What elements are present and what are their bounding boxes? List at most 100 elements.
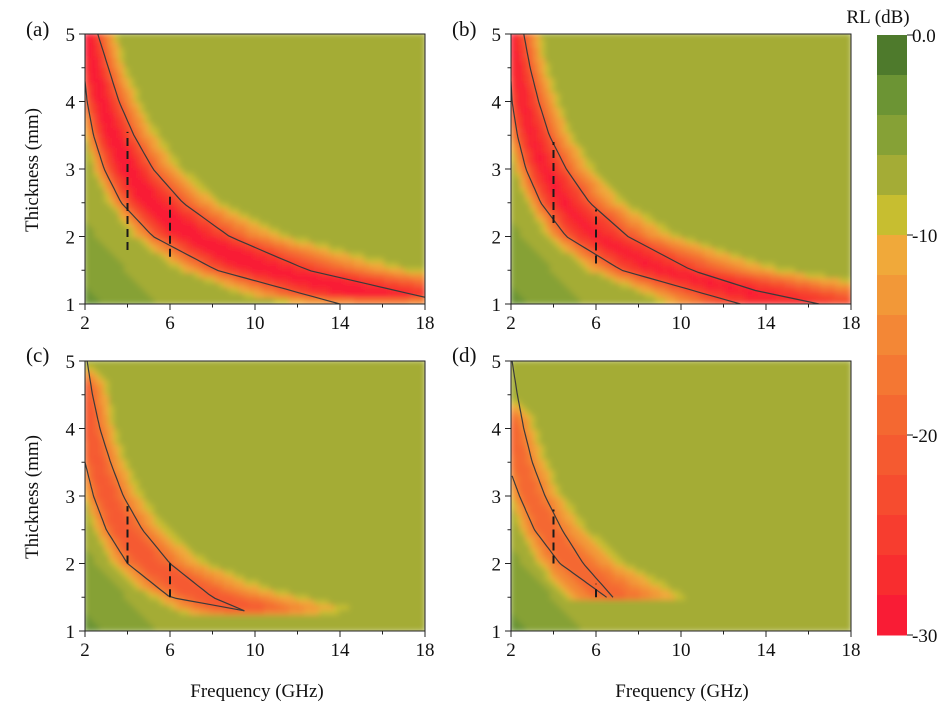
heatmap-cell	[219, 138, 226, 145]
heatmap-cell	[234, 108, 241, 115]
heatmap-cell	[419, 153, 425, 160]
heatmap-cell	[85, 88, 91, 95]
heatmap-cell	[229, 153, 236, 160]
heatmap-cell	[219, 83, 226, 90]
heatmap-cell	[134, 288, 141, 295]
heatmap-cell	[279, 173, 286, 180]
heatmap-cell	[234, 203, 241, 210]
heatmap-cell	[119, 238, 126, 245]
heatmap-cell	[94, 298, 101, 304]
heatmap-cell	[289, 208, 296, 215]
heatmap-cell	[85, 168, 91, 175]
heatmap-cell	[99, 108, 106, 115]
heatmap-cell	[259, 103, 266, 110]
heatmap-cell	[334, 213, 341, 220]
heatmap-cell	[354, 228, 361, 235]
heatmap-cell	[745, 58, 752, 65]
heatmap-cell	[570, 43, 577, 50]
heatmap-cell	[530, 73, 537, 80]
heatmap-cell	[164, 88, 171, 95]
heatmap-cell	[820, 118, 827, 125]
heatmap-cell	[525, 98, 532, 105]
heatmap-cell	[344, 213, 351, 220]
heatmap-cell	[790, 88, 797, 95]
heatmap-cell	[269, 128, 276, 135]
heatmap-cell	[169, 108, 176, 115]
heatmap-cell	[159, 213, 166, 220]
heatmap-cell	[244, 43, 251, 50]
heatmap-cell	[279, 198, 286, 205]
heatmap-cell	[214, 58, 221, 65]
heatmap-cell	[174, 58, 181, 65]
heatmap-cell	[94, 273, 101, 280]
heatmap-cell	[124, 258, 131, 265]
heatmap-cell	[760, 48, 767, 55]
heatmap-cell	[94, 238, 101, 245]
heatmap-cell	[304, 113, 311, 120]
heatmap-cell	[234, 243, 241, 250]
heatmap-cell	[384, 298, 391, 304]
heatmap-cell	[89, 283, 96, 290]
heatmap-cell	[655, 63, 662, 70]
heatmap-cell	[695, 103, 702, 110]
heatmap-cell	[234, 238, 241, 245]
heatmap-cell	[224, 248, 231, 255]
heatmap-cell	[94, 83, 101, 90]
heatmap-cell	[625, 108, 632, 115]
heatmap-cell	[149, 163, 156, 170]
heatmap-cell	[284, 233, 291, 240]
heatmap-cell	[324, 43, 331, 50]
heatmap-cell	[144, 288, 151, 295]
heatmap-cell	[309, 183, 316, 190]
heatmap-cell	[635, 118, 642, 125]
heatmap-cell	[164, 103, 171, 110]
heatmap-cell	[154, 78, 161, 85]
heatmap-cell	[189, 188, 196, 195]
heatmap-cell	[264, 243, 271, 250]
heatmap-cell	[550, 103, 557, 110]
heatmap-cell	[254, 298, 261, 304]
heatmap-cell	[144, 283, 151, 290]
heatmap-cell	[99, 288, 106, 295]
heatmap-cell	[840, 103, 847, 110]
heatmap-cell	[354, 128, 361, 135]
heatmap-cell	[770, 38, 777, 45]
heatmap-cell	[339, 108, 346, 115]
heatmap-cell	[289, 258, 296, 265]
heatmap-cell	[680, 68, 687, 75]
heatmap-cell	[204, 293, 211, 300]
heatmap-cell	[204, 133, 211, 140]
heatmap-cell	[620, 38, 627, 45]
heatmap-cell	[184, 168, 191, 175]
heatmap-cell	[419, 113, 425, 120]
heatmap-cell	[189, 53, 196, 60]
heatmap-cell	[845, 118, 851, 125]
heatmap-cell	[259, 173, 266, 180]
heatmap-cell	[149, 238, 156, 245]
heatmap-cell	[384, 48, 391, 55]
heatmap-cell	[314, 268, 321, 275]
heatmap-cell	[174, 168, 181, 175]
heatmap-cell	[109, 83, 116, 90]
heatmap-cell	[815, 118, 822, 125]
heatmap-cell	[525, 113, 532, 120]
heatmap-cell	[374, 133, 381, 140]
heatmap-cell	[389, 113, 396, 120]
heatmap-cell	[615, 43, 622, 50]
heatmap-cell	[85, 208, 91, 215]
heatmap-cell	[279, 243, 286, 250]
heatmap-cell	[359, 233, 366, 240]
heatmap-cell	[119, 163, 126, 170]
heatmap-cell	[139, 168, 146, 175]
heatmap-cell	[239, 63, 246, 70]
heatmap-cell	[269, 113, 276, 120]
heatmap-cell	[174, 143, 181, 150]
heatmap-cell	[535, 63, 542, 70]
heatmap-cell	[800, 58, 807, 65]
heatmap-cell	[254, 268, 261, 275]
heatmap-cell	[254, 78, 261, 85]
heatmap-cell	[334, 263, 341, 270]
heatmap-cell	[550, 78, 557, 85]
heatmap-cell	[640, 48, 647, 55]
heatmap-cell	[389, 163, 396, 170]
